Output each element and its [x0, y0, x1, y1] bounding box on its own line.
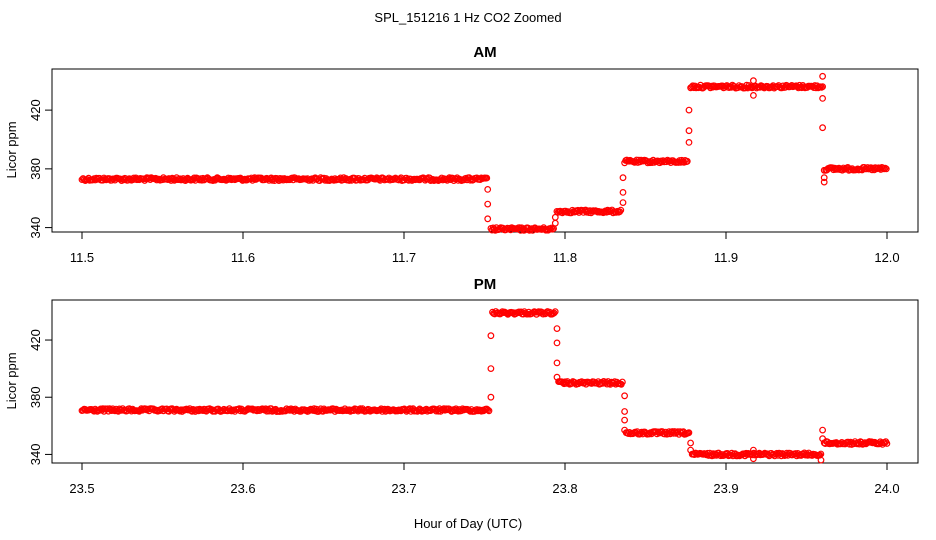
am-transition-point — [551, 219, 559, 227]
pm-transition-point — [621, 416, 628, 424]
am-data-point — [819, 83, 826, 91]
am-y-axis-label: Licor ppm — [4, 121, 19, 178]
pm-transition-point — [621, 426, 628, 434]
am-transition-point — [619, 188, 627, 196]
am-data-point — [483, 174, 491, 182]
pm-panel: PM Licor ppm 23.5 23.6 23.7 23.8 23.9 24.0 34… — [4, 276, 919, 496]
am-transition-point — [819, 124, 826, 132]
pm-transition-point — [819, 435, 826, 443]
am-y-axis: 340 380 420 — [28, 99, 53, 239]
am-y-tick-label: 340 — [28, 217, 43, 239]
pm-data-point — [685, 429, 693, 437]
am-transition-point — [619, 199, 627, 207]
am-plot-frame — [51, 68, 919, 233]
pm-x-tick-label: 23.9 — [713, 481, 738, 496]
pm-data-point — [883, 440, 891, 447]
pm-transition-point — [487, 332, 495, 340]
pm-data-point — [619, 378, 626, 386]
am-transition-point — [551, 213, 559, 221]
am-transition-point — [750, 91, 757, 99]
am-data-point — [617, 206, 625, 214]
pm-transition-point — [487, 365, 495, 373]
pm-data-points — [78, 308, 891, 464]
pm-transition-point — [750, 455, 757, 463]
am-panel-title: AM — [473, 44, 496, 61]
pm-data-point — [551, 308, 559, 316]
pm-transition-point — [750, 446, 757, 454]
pm-transition-point — [621, 392, 628, 400]
pm-x-tick-label: 23.5 — [69, 481, 94, 496]
pm-transition-point — [687, 439, 694, 447]
am-transition-point — [819, 94, 826, 102]
pm-plot-frame — [51, 299, 919, 464]
am-x-tick-label: 11.6 — [231, 250, 255, 265]
pm-transition-point — [687, 446, 694, 454]
pm-transition-point — [553, 359, 561, 367]
am-data-points — [78, 72, 890, 234]
am-transition-point — [820, 174, 828, 182]
am-transition-point — [820, 178, 828, 186]
chart-title: SPL_151216 1 Hz CO2 Zoomed — [374, 10, 561, 25]
pm-transition-point — [553, 325, 561, 333]
am-x-tick-label: 12.0 — [874, 250, 899, 265]
am-transition-point — [685, 138, 693, 146]
am-data-point — [882, 165, 890, 173]
am-y-tick-label: 420 — [28, 99, 43, 121]
pm-data-point — [484, 406, 492, 414]
pm-x-tick-label: 23.7 — [391, 481, 416, 496]
am-transition-point — [484, 185, 492, 193]
am-y-tick-label: 380 — [28, 158, 43, 180]
am-data-point — [683, 157, 691, 165]
am-data-point — [879, 164, 887, 172]
pm-data-point — [860, 440, 868, 448]
pm-x-axis: 23.5 23.6 23.7 23.8 23.9 24.0 — [69, 462, 900, 496]
am-transition-point — [685, 106, 693, 114]
pm-x-tick-label: 24.0 — [874, 481, 899, 496]
pm-transition-point — [819, 426, 826, 434]
am-data-point — [546, 225, 554, 233]
am-x-tick-label: 11.9 — [714, 250, 738, 265]
am-panel: AM Licor ppm 11.5 11.6 11.7 11.8 11.9 12.0 34… — [4, 44, 919, 265]
am-data-point — [881, 164, 889, 172]
am-x-axis: 11.5 11.6 11.7 11.8 11.9 12.0 — [70, 231, 900, 265]
pm-data-point — [485, 407, 493, 415]
pm-panel-title: PM — [474, 276, 497, 293]
am-transition-point — [484, 215, 492, 223]
am-transition-point — [750, 77, 757, 85]
pm-transition-point — [487, 393, 495, 401]
am-transition-point — [484, 200, 492, 208]
am-transition-point — [685, 127, 693, 135]
am-x-tick-label: 11.7 — [392, 250, 416, 265]
pm-y-axis-label: Licor ppm — [4, 352, 19, 409]
x-axis-label: Hour of Day (UTC) — [414, 516, 522, 531]
am-x-tick-label: 11.5 — [70, 250, 94, 265]
am-data-point — [644, 159, 652, 167]
pm-transition-point — [817, 456, 825, 464]
am-transition-point — [819, 72, 826, 80]
am-x-tick-label: 11.8 — [553, 250, 577, 265]
pm-transition-point — [553, 373, 561, 381]
pm-data-point — [717, 452, 725, 460]
pm-y-tick-label: 420 — [28, 329, 43, 351]
pm-data-point — [550, 309, 558, 317]
pm-y-tick-label: 340 — [28, 444, 43, 466]
pm-x-tick-label: 23.6 — [230, 481, 255, 496]
pm-y-axis: 340 380 420 — [28, 329, 53, 466]
pm-x-tick-label: 23.8 — [552, 481, 577, 496]
pm-data-point — [442, 405, 450, 413]
am-transition-point — [820, 166, 828, 174]
pm-transition-point — [621, 408, 628, 415]
pm-y-tick-label: 380 — [28, 386, 43, 408]
pm-transition-point — [553, 339, 561, 347]
am-transition-point — [619, 174, 627, 182]
